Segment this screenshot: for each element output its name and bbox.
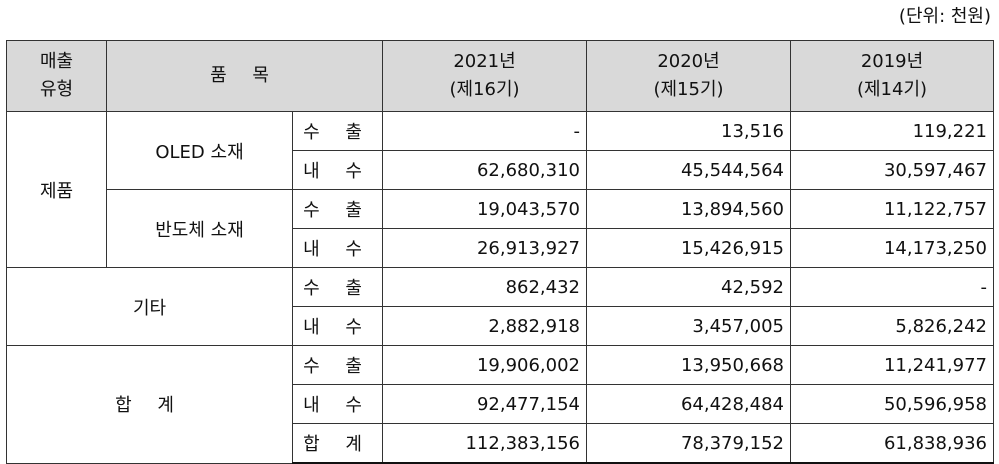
group-total: 합 계 [6, 345, 293, 464]
value-cell: 62,680,310 [382, 150, 587, 190]
row-kind: 수 출 [292, 111, 383, 151]
value-cell: 61,838,936 [790, 423, 994, 464]
row-kind: 수 출 [292, 189, 383, 229]
header-item: 품 목 [106, 40, 383, 112]
header-year: 2021년 [453, 51, 516, 72]
group-product: 제품 [6, 111, 107, 268]
table-row: 내 수 92,477,154 64,428,484 50,596,958 [7, 384, 994, 424]
value-cell: - [382, 111, 587, 151]
table-row: 합 계 수 출 19,906,002 13,950,668 11,241,977 [6, 345, 994, 464]
value-cell: 78,379,152 [586, 423, 791, 464]
value-cell: 119,221 [790, 111, 994, 151]
value-cell: 3,457,005 [586, 306, 791, 346]
value-cell: 14,173,250 [790, 228, 994, 268]
header-period: (제16기) [449, 79, 520, 100]
table-row: 내 수 2,882,918 3,457,005 5,826,242 [7, 306, 994, 346]
table-row: 내 수 26,913,927 15,426,915 14,173,250 [7, 228, 994, 268]
value-cell: 64,428,484 [586, 384, 791, 424]
subgroup-oled: OLED 소재 [106, 111, 293, 190]
header-sales-type-line1: 매출 [39, 51, 74, 72]
table-row: 내 수 62,680,310 45,544,564 30,597,467 [7, 150, 994, 190]
value-cell: - [790, 267, 994, 307]
row-kind: 합 계 [292, 423, 383, 464]
row-kind: 내 수 [292, 150, 383, 190]
header-period: (제15기) [653, 79, 724, 100]
row-kind: 내 수 [292, 228, 383, 268]
row-kind: 수 출 [292, 267, 383, 307]
header-sales-type: 매출 유형 [6, 40, 107, 112]
header-year: 2019년 [860, 51, 924, 72]
value-cell: 13,950,668 [586, 345, 791, 385]
header-year-2019: 2019년 (제14기) [790, 40, 994, 112]
subgroup-semiconductor: 반도체 소재 [106, 189, 293, 268]
value-cell: 862,432 [382, 267, 587, 307]
value-cell: 92,477,154 [382, 384, 587, 424]
row-kind: 내 수 [292, 306, 383, 346]
table-body: 제품 OLED 소재 수 출 - 13,516 119,221 내 수 62,6… [6, 111, 994, 464]
value-cell: 19,043,570 [382, 189, 587, 229]
header-year-2021: 2021년 (제16기) [382, 40, 587, 112]
table-row: 기타 수 출 862,432 42,592 - [6, 267, 994, 346]
value-cell: 50,596,958 [790, 384, 994, 424]
value-cell: 2,882,918 [382, 306, 587, 346]
value-cell: 45,544,564 [586, 150, 791, 190]
value-cell: 15,426,915 [586, 228, 791, 268]
value-cell: 13,894,560 [586, 189, 791, 229]
value-cell: 5,826,242 [790, 306, 994, 346]
value-cell: 30,597,467 [790, 150, 994, 190]
header-year-2020: 2020년 (제15기) [586, 40, 791, 112]
sales-table: 매출 유형 품 목 2021년 (제16기) 2020년 (제15기) 2019… [6, 40, 994, 464]
value-cell: 11,241,977 [790, 345, 994, 385]
table-row: 반도체 소재 수 출 19,043,570 13,894,560 11,122,… [7, 189, 994, 268]
value-cell: 19,906,002 [382, 345, 587, 385]
row-kind: 수 출 [292, 345, 383, 385]
unit-label: (단위: 천원) [898, 6, 991, 27]
group-other: 기타 [6, 267, 293, 346]
header-sales-type-line2: 유형 [39, 79, 74, 100]
header-year: 2020년 [657, 51, 720, 72]
table-header: 매출 유형 품 목 2021년 (제16기) 2020년 (제15기) 2019… [6, 40, 994, 112]
value-cell: 42,592 [586, 267, 791, 307]
value-cell: 11,122,757 [790, 189, 994, 229]
header-period: (제14기) [856, 79, 928, 100]
value-cell: 13,516 [586, 111, 791, 151]
header-row: 매출 유형 품 목 2021년 (제16기) 2020년 (제15기) 2019… [6, 40, 994, 112]
table-row: 제품 OLED 소재 수 출 - 13,516 119,221 [6, 111, 994, 268]
row-kind: 내 수 [292, 384, 383, 424]
value-cell: 112,383,156 [382, 423, 587, 464]
value-cell: 26,913,927 [382, 228, 587, 268]
